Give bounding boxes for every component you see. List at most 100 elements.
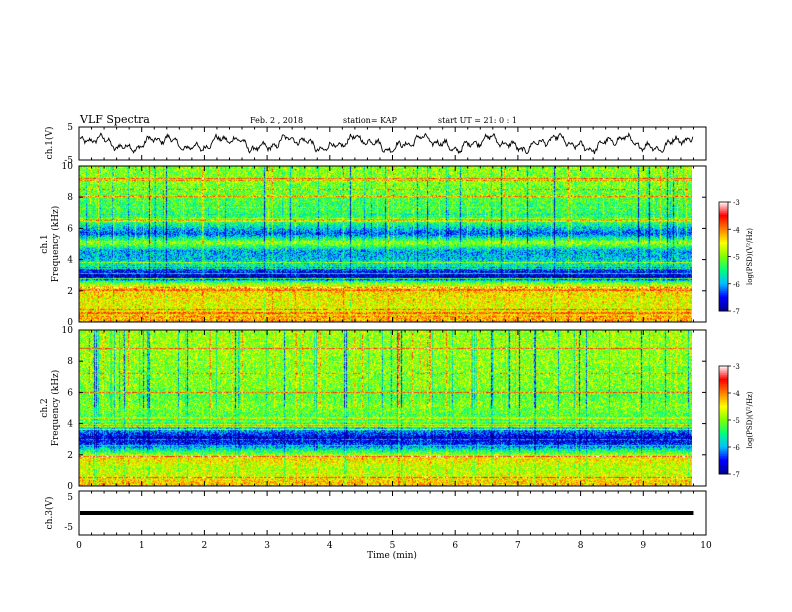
colorbar-segment (719, 211, 728, 214)
colorbar-segment (719, 287, 728, 290)
ch1-ytick-bottom: -5 (64, 156, 73, 166)
colorbar-segment (719, 227, 728, 230)
colorbar-segment (719, 305, 728, 308)
colorbar-segment (719, 366, 728, 369)
colorbar-segment (719, 209, 728, 212)
colorbar-segment (719, 466, 728, 470)
colorbar-segment (719, 427, 728, 430)
colorbar-segment (719, 396, 728, 399)
colorbar-segment (719, 405, 728, 408)
ch1-colorbar: -3 -4 -5 -6 -7 log(PSD)(V²/Hz) (718, 199, 754, 316)
colorbar-tick-label: -3 (733, 199, 740, 207)
frequency-tick-label: 2 (67, 451, 73, 461)
colorbar-segment (719, 307, 728, 310)
time-tick-label: 3 (264, 541, 270, 551)
time-axis-ticks (78, 127, 707, 535)
frequency-tick-label: 10 (62, 162, 74, 172)
colorbar-segment (719, 249, 728, 252)
colorbar-segment (719, 369, 728, 372)
colorbar-segment (719, 373, 728, 376)
ch2-colorbar: -3 -4 -5 -6 -7 log(PSD)(V²/Hz) (718, 363, 754, 479)
colorbar-segment (719, 238, 728, 241)
colorbar-segment (719, 452, 728, 455)
colorbar-segment (719, 298, 728, 301)
colorbar-segment (719, 203, 728, 207)
colorbar-segment (719, 205, 728, 208)
start-time-label: start UT = 21: 0 : 1 (438, 116, 517, 125)
ch3-waveform-ylabel: ch.3(V) (44, 497, 55, 530)
colorbar-segment (719, 272, 728, 276)
time-tick-label: 4 (327, 541, 333, 551)
colorbar-segment (719, 243, 728, 247)
colorbar-segment (719, 434, 728, 437)
ch1-waveform-ylabel: ch.1(V) (44, 127, 55, 160)
frequency-tick-label: 6 (67, 388, 73, 398)
time-tick-label: 2 (202, 541, 208, 551)
ch2-spectrogram-yticks: 0 2 4 6 8 10 (62, 326, 706, 492)
ch2-spectrogram-ylabel-top: ch.2 (40, 398, 50, 417)
colorbar-segment (719, 409, 728, 412)
colorbar-segment (719, 291, 728, 294)
colorbar-segment (719, 436, 728, 439)
colorbar-segment (719, 463, 728, 466)
colorbar-segment (719, 429, 728, 432)
frequency-tick-label: 4 (67, 256, 73, 266)
ch1-spectrogram-ylabel-top: ch.1 (40, 234, 50, 253)
colorbar-segment (719, 378, 728, 381)
colorbar-segment (719, 292, 728, 296)
colorbar-segment (719, 241, 728, 245)
colorbar-segment (719, 412, 728, 416)
colorbar-segment (719, 445, 728, 448)
colorbar-segment (719, 441, 728, 444)
colorbar-segment (719, 220, 728, 223)
colorbar-segment (719, 309, 728, 312)
colorbar-segment (719, 459, 728, 462)
ch1-spectrogram-yticks: 0 2 4 6 8 10 (62, 162, 706, 328)
colorbar-segment (719, 438, 728, 441)
colorbar-segment (719, 416, 728, 419)
colorbar-segment (719, 258, 728, 261)
colorbar-segment (719, 402, 728, 405)
colorbar-segment (719, 456, 728, 459)
colorbar-segment (719, 403, 728, 407)
colorbar-segment (719, 407, 728, 410)
colorbar-segment (719, 223, 728, 227)
frequency-tick-label: 0 (67, 482, 73, 492)
colorbar-segment (719, 276, 728, 279)
colorbar-segment (719, 278, 728, 281)
colorbar-segment (719, 398, 728, 401)
colorbar-segment (719, 472, 728, 475)
colorbar-segment (719, 411, 728, 414)
ch1-waveform-line (79, 131, 694, 155)
colorbar-segment (719, 274, 728, 277)
frequency-tick-label: 6 (67, 224, 73, 234)
colorbar-tick-label: -6 (733, 444, 740, 452)
time-tick-label: 7 (515, 541, 521, 551)
colorbar-segment (719, 423, 728, 426)
colorbar-segment (719, 207, 728, 210)
ch2-spectrogram-ylabel: Frequency (kHz) (50, 370, 61, 447)
colorbar-segment (719, 380, 728, 383)
colorbar-segment (719, 234, 728, 238)
colorbar-segment (719, 376, 728, 380)
colorbar-segment (719, 240, 728, 243)
time-tick-label: 9 (640, 541, 646, 551)
colorbar-segment (719, 420, 728, 423)
colorbar-segment (719, 465, 728, 468)
ch1-ytick-top: 5 (67, 123, 73, 133)
ch1-spectrogram-image (79, 166, 692, 322)
colorbar-segment (719, 394, 728, 398)
colorbar-segment (719, 470, 728, 473)
ch1-waveform-panel: 5 -5 ch.1(V) (44, 123, 707, 166)
colorbar-segment (719, 450, 728, 453)
colorbar-segment (719, 425, 728, 428)
colorbar-segment (719, 301, 728, 305)
colorbar-segment (719, 281, 728, 285)
colorbar-tick-label: -7 (733, 308, 740, 316)
colorbar-tick-label: -5 (733, 417, 740, 425)
colorbar-segment (719, 254, 728, 257)
time-tick-label: 8 (578, 541, 584, 551)
colorbar-segment (719, 263, 728, 267)
colorbar-label: log(PSD)(V²/Hz) (746, 391, 754, 448)
